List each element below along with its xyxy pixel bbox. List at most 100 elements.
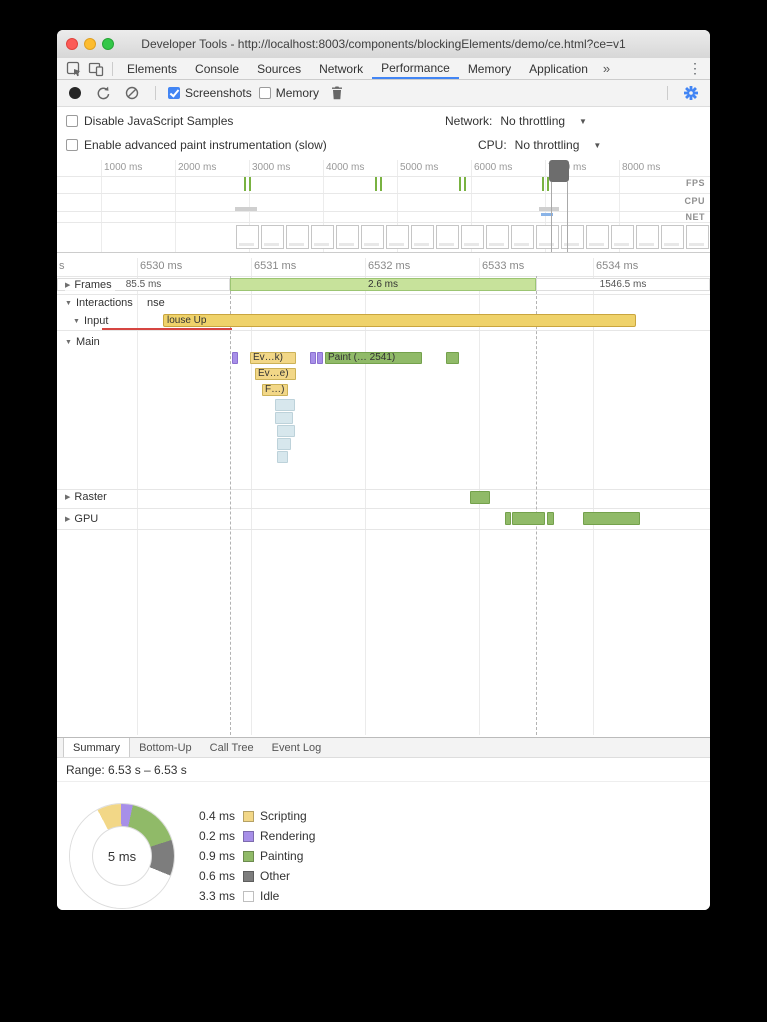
disable-js-samples-checkbox[interactable]: Disable JavaScript Samples [66, 114, 233, 128]
track-header-interactions[interactable]: ▼ Interactions [65, 297, 136, 309]
track-header-gpu[interactable]: ▶ GPU [65, 513, 102, 525]
lane-label-fps: FPS [685, 178, 705, 188]
zoom-window-button[interactable] [102, 38, 114, 50]
flame-event-bar[interactable]: Ev…k) [250, 352, 296, 364]
filmstrip-thumbnail[interactable] [261, 225, 284, 249]
track-header-raster[interactable]: ▶ Raster [65, 491, 110, 503]
filmstrip-thumbnail[interactable] [411, 225, 434, 249]
filmstrip-thumbnail[interactable] [311, 225, 334, 249]
paint-instrumentation-checkbox[interactable]: Enable advanced paint instrumentation (s… [66, 138, 327, 152]
flame-event-bar[interactable]: F…) [262, 384, 288, 396]
toolbar-separator [112, 61, 113, 76]
filmstrip-thumbnail[interactable] [611, 225, 634, 249]
filmstrip-thumbnail[interactable] [536, 225, 559, 249]
close-window-button[interactable] [66, 38, 78, 50]
activity-legend: 0.4 ms Scripting 0.2 ms Rendering 0.9 ms Pain… [193, 806, 315, 906]
tab-elements[interactable]: Elements [127, 61, 178, 76]
filmstrip-thumbnail[interactable] [586, 225, 609, 249]
tab-application[interactable]: Application [529, 61, 588, 76]
timeline-overview[interactable]: 1000 ms 2000 ms 3000 ms 4000 ms 5000 ms 6000 … [57, 160, 710, 253]
flame-event-bar[interactable] [232, 352, 238, 364]
minimize-window-button[interactable] [84, 38, 96, 50]
track-header-input[interactable]: ▼ Input [73, 315, 112, 327]
gpu-raster-bar[interactable] [505, 512, 511, 525]
flame-event-bar[interactable] [317, 352, 323, 364]
drawer-tab-summary[interactable]: Summary [63, 738, 131, 757]
flame-event-bar[interactable] [277, 451, 288, 463]
reload-and-profile-icon[interactable] [93, 84, 113, 102]
record-button[interactable] [69, 87, 81, 99]
selection-right-edge[interactable] [567, 182, 568, 252]
filmstrip-thumbnail[interactable] [486, 225, 509, 249]
filmstrip-thumbnail[interactable] [511, 225, 534, 249]
track-header-main[interactable]: ▼ Main [65, 336, 103, 348]
filmstrip-thumbnail[interactable] [436, 225, 459, 249]
tab-console[interactable]: Console [195, 61, 240, 76]
overview-ruler-label: 4000 ms [326, 162, 365, 173]
frame-duration-bar[interactable]: 2.6 ms [230, 278, 536, 291]
capture-settings-gear-icon[interactable] [681, 84, 701, 102]
flame-event-bar[interactable] [310, 352, 316, 364]
flame-event-bar[interactable]: Paint (… 2541) [325, 352, 422, 364]
tab-network[interactable]: Network [319, 61, 364, 76]
paint-instrumentation-label: Enable advanced paint instrumentation (s… [84, 138, 327, 152]
filmstrip-thumbnail[interactable] [236, 225, 259, 249]
filmstrip-thumbnail[interactable] [386, 225, 409, 249]
frame-duration-bar[interactable]: 1546.5 ms [536, 278, 710, 291]
window-titlebar[interactable]: Developer Tools - http://localhost:8003/… [57, 30, 710, 59]
legend-row: 0.6 ms Other [193, 866, 315, 886]
overview-gridline [545, 160, 546, 252]
selection-handle[interactable] [549, 160, 569, 182]
filmstrip-thumbnail[interactable] [686, 225, 709, 249]
inspect-element-icon[interactable] [64, 60, 84, 78]
filmstrip-thumbnail[interactable] [286, 225, 309, 249]
gpu-raster-bar[interactable] [547, 512, 554, 525]
filmstrip-thumbnail[interactable] [561, 225, 584, 249]
gpu-raster-bar[interactable] [512, 512, 545, 525]
detail-gridline [593, 258, 594, 735]
cpu-activity [235, 207, 257, 211]
flame-event-bar[interactable] [277, 425, 295, 437]
lane-divider [57, 211, 710, 212]
screenshots-checkbox[interactable]: Screenshots [168, 86, 252, 100]
tab-memory[interactable]: Memory [467, 61, 512, 76]
flame-chart[interactable]: 6530 ms 6531 ms 6532 ms 6533 ms 6534 ms s 85.5… [57, 258, 710, 735]
detail-ruler-label: 6534 ms [596, 260, 639, 272]
fps-activity-tick [459, 177, 461, 191]
flame-event-bar[interactable]: Ev…e) [255, 368, 296, 380]
filmstrip-thumbnail[interactable] [461, 225, 484, 249]
drawer-tabs: Summary Bottom-Up Call Tree Event Log [57, 737, 710, 758]
selection-left-edge[interactable] [551, 182, 552, 252]
device-toolbar-icon[interactable] [86, 60, 106, 78]
legend-value: 0.4 ms [198, 809, 235, 823]
cpu-throttling-select[interactable]: No throttling ▼ [515, 138, 602, 152]
fps-activity-tick [375, 177, 377, 191]
legend-value: 0.2 ms [198, 829, 235, 843]
filmstrip-thumbnail[interactable] [661, 225, 684, 249]
track-header-frames[interactable]: ▶ Frames [65, 279, 115, 291]
filmstrip-thumbnail[interactable] [636, 225, 659, 249]
memory-checkbox[interactable]: Memory [258, 86, 319, 100]
drawer-tab-bottom-up[interactable]: Bottom-Up [139, 741, 192, 754]
trash-icon[interactable] [327, 84, 347, 102]
more-tabs-button[interactable]: » [602, 61, 611, 76]
flame-event-bar[interactable] [446, 352, 459, 364]
tab-sources[interactable]: Sources [257, 61, 302, 76]
drawer-tab-event-log[interactable]: Event Log [271, 741, 322, 754]
filmstrip-thumbnail[interactable] [361, 225, 384, 249]
drawer-tab-call-tree[interactable]: Call Tree [209, 741, 254, 754]
overview-ruler-label: 2000 ms [178, 162, 217, 173]
track-divider [57, 508, 710, 509]
flame-event-bar[interactable] [275, 412, 293, 424]
gpu-raster-bar[interactable] [583, 512, 640, 525]
kebab-menu-icon[interactable]: ⋮ [688, 60, 702, 76]
tab-performance[interactable]: Performance [372, 58, 459, 79]
clear-recording-icon[interactable] [122, 84, 142, 102]
flame-event-bar[interactable] [277, 438, 291, 450]
input-event-bar[interactable]: louse Up [163, 314, 636, 327]
toolbar-separator [667, 86, 668, 100]
network-throttling-select[interactable]: No throttling ▼ [500, 114, 587, 128]
gpu-raster-bar[interactable] [470, 491, 490, 504]
filmstrip-thumbnail[interactable] [336, 225, 359, 249]
flame-event-bar[interactable] [275, 399, 295, 411]
